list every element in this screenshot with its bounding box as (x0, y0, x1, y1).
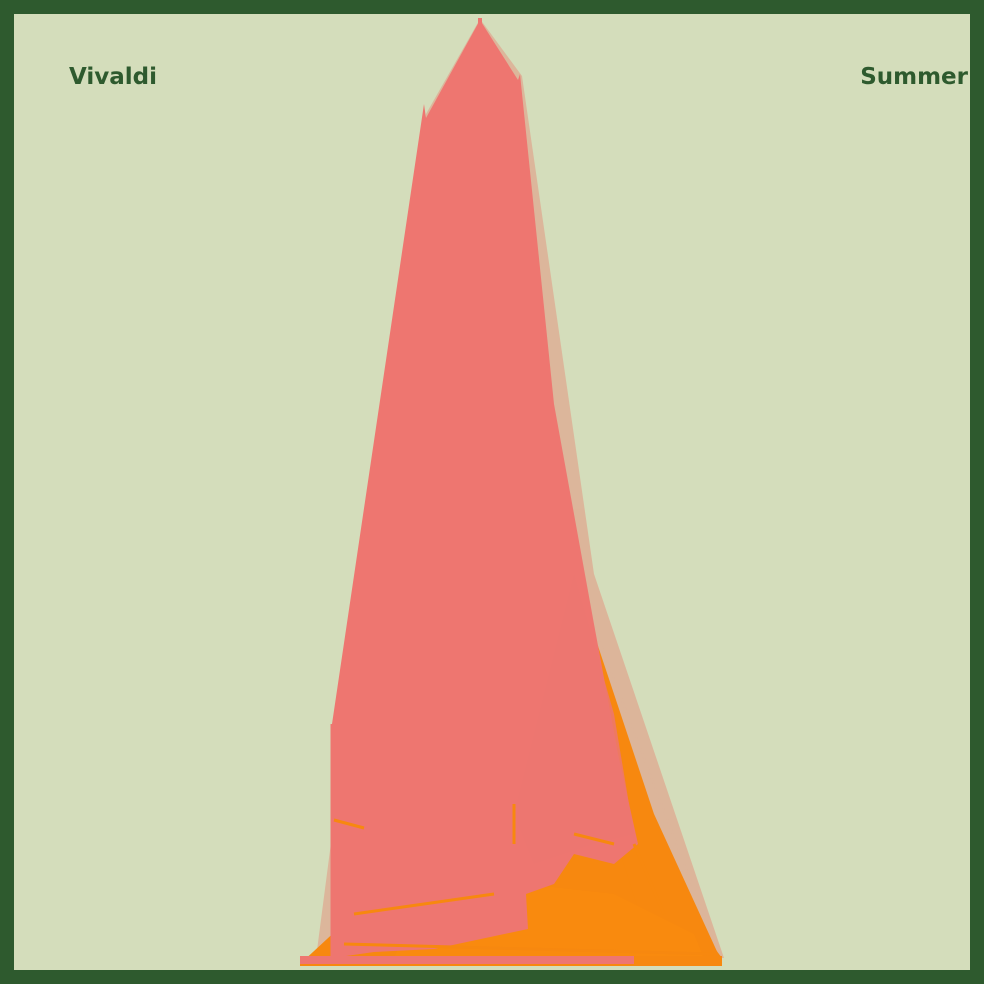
baseline (300, 956, 722, 964)
artwork-canvas: Vivaldi Summer (14, 14, 970, 970)
orange-right-shape (574, 574, 720, 958)
streak-line (632, 843, 666, 915)
inner-peak-shape (514, 574, 634, 864)
composer-label: Vivaldi (69, 64, 158, 90)
baseline-bar (300, 956, 722, 964)
music-visualization (300, 18, 724, 966)
baseline-bar-orange (634, 956, 722, 964)
detail-layer (333, 804, 715, 956)
streak-line (573, 832, 615, 846)
faint-line (573, 573, 721, 959)
streak-line (353, 892, 495, 916)
streak-line (343, 942, 715, 956)
season-label: Summer (860, 64, 968, 90)
primary-layer (330, 18, 638, 958)
streak-line (333, 818, 365, 830)
